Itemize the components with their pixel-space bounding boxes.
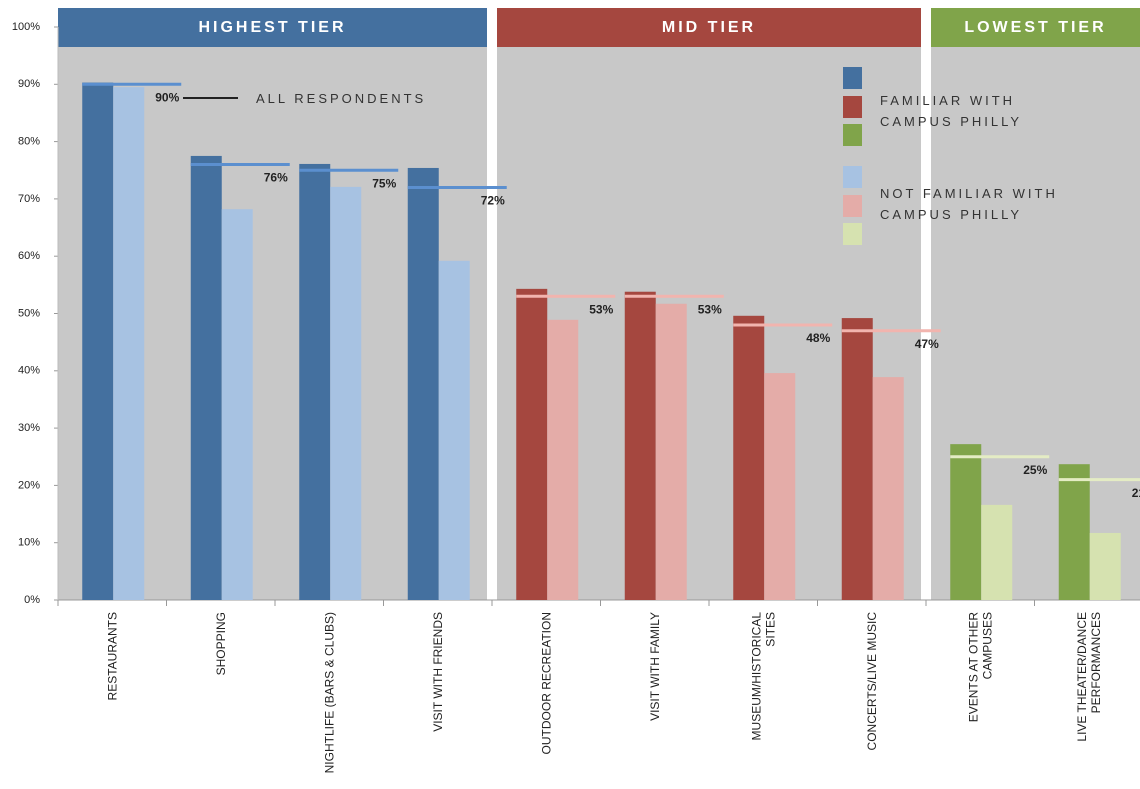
all-respondents-label: 25% [1023,463,1047,477]
legend-all-line [183,97,238,99]
tier-title: HIGHEST TIER [198,19,346,36]
tier-header [58,8,487,47]
x-tick-label: OUTDOOR RECREATION [539,612,553,754]
x-tick-label: PERFORMANCES [1089,612,1103,713]
all-respondents-label: 75% [372,176,396,190]
y-tick-label: 20% [18,479,40,491]
all-respondents-label: 48% [806,331,830,345]
bar-familiar [407,167,439,600]
legend-not-familiar: NOT FAMILIAR WITH CAMPUS PHILLY [880,186,1058,222]
x-tick-label: EVENTS AT OTHER [966,612,980,723]
bar-not-familiar [438,260,470,600]
x-tick-label: NIGHTLIFE (BARS & CLUBS) [322,612,336,773]
x-tick-label: SHOPPING [214,612,228,675]
y-tick-label: 50% [18,307,40,319]
x-tick-label: CONCERTS/LIVE MUSIC [865,612,879,751]
bar-not-familiar [981,504,1013,600]
x-tick-label: SITES [763,612,777,647]
legend-swatch [843,194,862,217]
bar-familiar [624,291,656,600]
bar-not-familiar [221,209,253,601]
y-tick-label: 60% [18,250,40,262]
bar-not-familiar [330,186,362,600]
all-respondents-label: 47% [915,337,939,351]
legend-swatch [843,67,862,89]
tier-header [931,8,1140,47]
all-respondents-label: 21% [1132,486,1140,500]
y-tick-label: 70% [18,193,40,205]
bar-familiar [299,163,331,600]
bar-not-familiar [113,87,145,601]
x-tick-label: VISIT WITH FRIENDS [431,612,445,732]
legend-swatch [843,223,862,245]
tier-title: MID TIER [662,19,756,36]
y-tick-label: 0% [24,594,40,606]
x-tick-label: MUSEUM/HISTORICAL [749,612,763,741]
bar-familiar [516,288,548,600]
bar-not-familiar [547,319,579,600]
bar-familiar [190,155,222,601]
all-respondents-label: 90% [155,90,179,104]
bar-familiar [1058,464,1090,600]
bar-familiar [950,444,982,600]
y-tick-label: 90% [18,78,40,90]
legend-swatch [843,166,862,188]
x-tick-label: CAMPUSES [980,612,994,679]
y-tick-label: 80% [18,136,40,148]
y-tick-label: 40% [18,365,40,377]
all-respondents-label: 72% [481,194,505,208]
bar-familiar [841,318,873,600]
legend-all: ALL RESPONDENTS [256,91,427,106]
x-tick-label: LIVE THEATER/DANCE [1075,612,1089,742]
x-tick-label: RESTAURANTS [105,612,119,700]
x-tick-label: VISIT WITH FAMILY [648,612,662,721]
all-respondents-label: 53% [589,302,613,316]
bar-not-familiar [1089,532,1121,600]
legend-familiar: FAMILIAR WITH CAMPUS PHILLY [880,93,1023,129]
legend-swatch [843,95,862,118]
y-tick-label: 100% [12,21,40,33]
all-respondents-label: 53% [698,302,722,316]
tier-header [497,8,921,47]
y-tick-label: 10% [18,537,40,549]
all-respondents-label: 76% [264,171,288,185]
bar-not-familiar [872,377,904,600]
bar-familiar [733,315,765,600]
tier-title: LOWEST TIER [964,19,1106,36]
legend-swatch [843,124,862,146]
bar-not-familiar [655,303,687,600]
bar-not-familiar [764,373,796,600]
y-tick-label: 30% [18,422,40,434]
bar-familiar [82,82,114,601]
